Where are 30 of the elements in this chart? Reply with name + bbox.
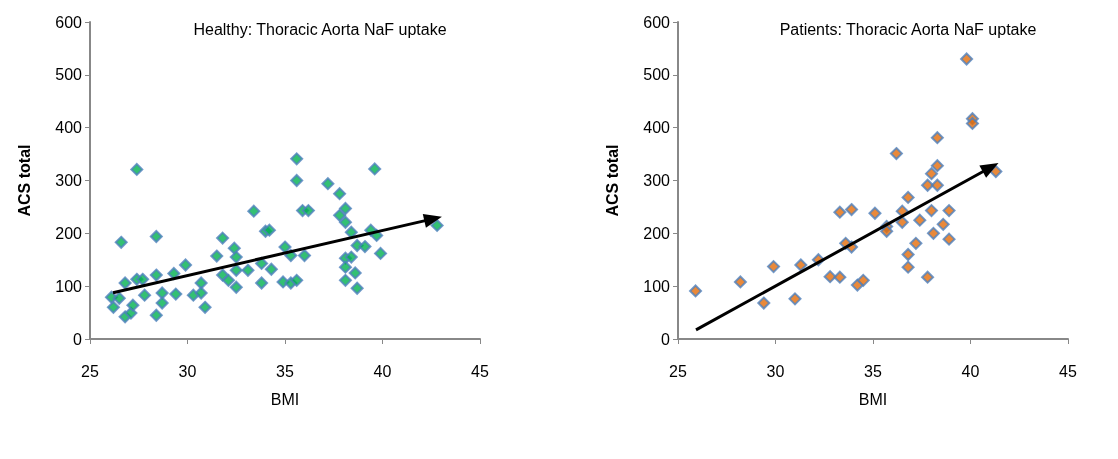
y-tick-label: 0 bbox=[661, 330, 671, 348]
x-tick-label: 30 bbox=[766, 362, 785, 380]
y-axis-title: ACS total bbox=[15, 144, 33, 217]
y-tick-label: 600 bbox=[643, 13, 671, 31]
x-tick-label: 30 bbox=[178, 362, 197, 380]
x-tick-label: 35 bbox=[864, 362, 882, 380]
y-tick-label: 200 bbox=[643, 224, 671, 242]
y-tick-label: 400 bbox=[643, 119, 671, 137]
x-tick-label: 40 bbox=[961, 362, 980, 380]
y-axis-title: ACS total bbox=[603, 144, 621, 217]
x-tick-label: 40 bbox=[373, 362, 392, 380]
x-tick-label: 25 bbox=[81, 362, 99, 380]
chart-title: Healthy: Thoracic Aorta NaF uptake bbox=[193, 20, 447, 38]
x-tick-label: 45 bbox=[1059, 362, 1077, 380]
y-tick-label: 100 bbox=[55, 277, 83, 295]
x-tick-label: 45 bbox=[471, 362, 489, 380]
y-tick-label: 100 bbox=[643, 277, 671, 295]
y-tick-label: 500 bbox=[643, 66, 671, 84]
y-tick-label: 300 bbox=[55, 172, 83, 189]
chart-title: Patients: Thoracic Aorta NaF uptake bbox=[779, 20, 1037, 38]
y-tick-label: 600 bbox=[55, 13, 83, 31]
y-tick-label: 500 bbox=[55, 66, 83, 84]
y-tick-label: 200 bbox=[55, 224, 83, 242]
x-tick-label: 25 bbox=[669, 362, 687, 380]
y-tick-label: 400 bbox=[55, 119, 83, 137]
x-tick-label: 35 bbox=[276, 362, 294, 380]
y-tick-label: 0 bbox=[73, 330, 83, 348]
x-axis-title: BMI bbox=[858, 390, 888, 408]
x-axis-title: BMI bbox=[270, 390, 300, 408]
y-tick-label: 300 bbox=[643, 172, 671, 189]
